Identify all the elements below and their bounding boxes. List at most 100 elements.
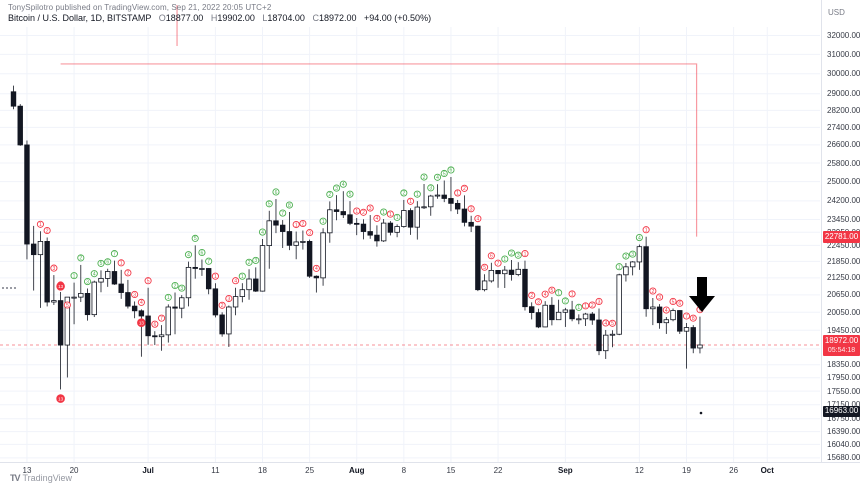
svg-text:2: 2 [463, 186, 466, 192]
svg-text:7: 7 [497, 261, 500, 267]
svg-text:4: 4 [604, 321, 607, 327]
low-label: L [262, 13, 268, 23]
down-arrow-drawing[interactable] [689, 277, 715, 312]
badge-price-value: 22781.00 [824, 231, 859, 241]
svg-text:8: 8 [692, 316, 695, 322]
svg-text:3: 3 [133, 292, 136, 298]
svg-text:4: 4 [140, 300, 143, 306]
svg-text:7: 7 [160, 316, 163, 322]
svg-text:6: 6 [106, 260, 109, 266]
red-line-price-badge: 22781.00 [823, 231, 860, 243]
tradingview-watermark[interactable]: TV TradingView [10, 473, 72, 483]
grid-lines [0, 27, 820, 462]
svg-text:1: 1 [355, 209, 358, 215]
chart-canvas[interactable]: 1234512345671234567123456712341234567812… [0, 0, 860, 462]
time-tick-label: 25 [305, 466, 315, 475]
svg-text:7: 7 [685, 314, 688, 320]
svg-text:1: 1 [571, 292, 574, 298]
svg-text:13: 13 [139, 321, 145, 326]
svg-text:3: 3 [470, 207, 473, 213]
price-tick-label: 26600.00 [827, 140, 860, 150]
svg-text:1: 1 [120, 261, 123, 267]
price-tick-label: 21250.00 [827, 273, 860, 283]
svg-text:1: 1 [645, 228, 648, 234]
td-marks-layer: 1234512345671234567123456712341234567812… [36, 166, 704, 403]
price-tick-label: 23450.00 [827, 215, 860, 225]
svg-text:3: 3 [180, 286, 183, 292]
svg-text:4: 4 [315, 266, 318, 272]
time-scale[interactable]: 13 20 Jul 11 18 25 Aug 8 15 22 Sep 12 19 26 Oct [0, 462, 860, 479]
svg-text:5: 5 [66, 303, 69, 309]
svg-text:2: 2 [301, 221, 304, 227]
svg-text:4: 4 [234, 279, 237, 285]
svg-text:2: 2 [625, 254, 628, 260]
svg-text:1: 1 [584, 304, 587, 310]
svg-text:2: 2 [127, 271, 130, 277]
svg-text:3: 3 [517, 253, 520, 259]
red-trend-drawing[interactable] [60, 5, 698, 237]
dot-drawing[interactable] [699, 411, 703, 415]
svg-text:4: 4 [436, 175, 439, 181]
svg-text:3: 3 [658, 295, 661, 301]
svg-text:3: 3 [52, 266, 55, 272]
svg-text:4: 4 [638, 235, 641, 241]
price-tick-label: 18350.00 [827, 360, 860, 370]
time-tick-label: 19 [682, 466, 691, 475]
time-tick-label: 18 [258, 466, 267, 475]
svg-text:6: 6 [201, 250, 204, 256]
price-tick-label: 16750.00 [827, 414, 860, 424]
symbol-legend[interactable]: Bitcoin / U.S. Dollar, 1D, BITSTAMP O188… [8, 13, 431, 23]
price-scale[interactable]: USD 32000.00 31000.00 30000.00 29000.00 2820… [821, 0, 860, 462]
time-tick-label: Jul [142, 466, 154, 475]
symbol-title[interactable]: Bitcoin / U.S. Dollar, 1D, BITSTAMP [8, 13, 152, 23]
change-value: +94.00 (+0.50%) [364, 13, 432, 23]
high-value: 19902.00 [217, 13, 255, 23]
price-tick-label: 15680.00 [827, 453, 860, 463]
svg-text:1: 1 [409, 199, 412, 205]
svg-text:3: 3 [335, 186, 338, 192]
svg-text:5: 5 [551, 288, 554, 294]
svg-text:1: 1 [396, 215, 399, 221]
svg-text:5: 5 [147, 279, 150, 285]
svg-text:8: 8 [288, 203, 291, 209]
svg-text:2: 2 [530, 293, 533, 299]
svg-text:2: 2 [79, 256, 82, 262]
svg-text:1: 1 [524, 251, 527, 257]
time-tick-label: 15 [446, 466, 456, 475]
svg-text:1: 1 [382, 210, 385, 216]
price-tick-label: 16390.00 [827, 427, 860, 437]
price-tick-label: 17550.00 [827, 386, 860, 396]
svg-text:1: 1 [73, 273, 76, 279]
svg-text:1: 1 [416, 192, 419, 198]
price-tick-label: 30000.00 [827, 69, 860, 79]
low-value: 18704.00 [267, 13, 305, 23]
open-value: 18877.00 [165, 13, 204, 23]
price-tick-label: 17150.00 [827, 400, 860, 410]
svg-text:4: 4 [476, 216, 479, 222]
svg-text:6: 6 [450, 168, 453, 174]
price-tick-label: 20650.00 [827, 290, 860, 300]
currency-label: USD [828, 8, 845, 17]
time-tick-label: 8 [401, 466, 407, 475]
svg-text:5: 5 [349, 192, 352, 198]
svg-text:1: 1 [39, 222, 42, 228]
svg-text:2: 2 [46, 228, 49, 234]
svg-text:5: 5 [672, 299, 675, 305]
price-tick-label: 29000.00 [827, 89, 860, 99]
svg-text:4: 4 [544, 292, 547, 298]
svg-text:2: 2 [591, 303, 594, 309]
time-tick-label: 13 [22, 466, 32, 475]
svg-text:4: 4 [261, 230, 264, 236]
price-tick-label: 16040.00 [827, 439, 860, 449]
price-tick-label: 24200.00 [827, 196, 860, 206]
drawing-price-badge: 16963.00 [823, 405, 860, 418]
time-tick-label: 22 [493, 466, 503, 475]
svg-text:2: 2 [174, 283, 177, 289]
badge-price-value: 16963.00 [824, 406, 859, 416]
svg-text:4: 4 [376, 216, 379, 222]
svg-text:7: 7 [113, 251, 116, 257]
price-tick-label: 19450.00 [827, 325, 860, 335]
time-tick-label: 26 [729, 466, 739, 475]
svg-text:1: 1 [214, 274, 217, 280]
price-tick-label: 17950.00 [827, 373, 860, 383]
